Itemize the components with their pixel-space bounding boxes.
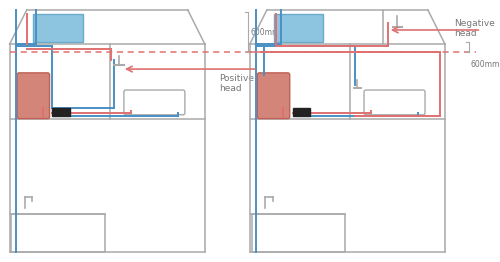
- Bar: [292, 108, 310, 116]
- Text: Positive
head: Positive head: [219, 74, 254, 93]
- FancyBboxPatch shape: [124, 90, 185, 115]
- Bar: [52, 108, 70, 116]
- FancyBboxPatch shape: [258, 73, 290, 119]
- Bar: [12, 214, 105, 252]
- Text: Negative
head: Negative head: [454, 19, 496, 38]
- Bar: [252, 214, 345, 252]
- Text: 600mm: 600mm: [471, 59, 500, 69]
- Bar: [274, 14, 323, 42]
- Bar: [34, 14, 83, 42]
- FancyBboxPatch shape: [17, 73, 50, 119]
- FancyBboxPatch shape: [364, 90, 425, 115]
- Text: 600mm: 600mm: [250, 28, 280, 37]
